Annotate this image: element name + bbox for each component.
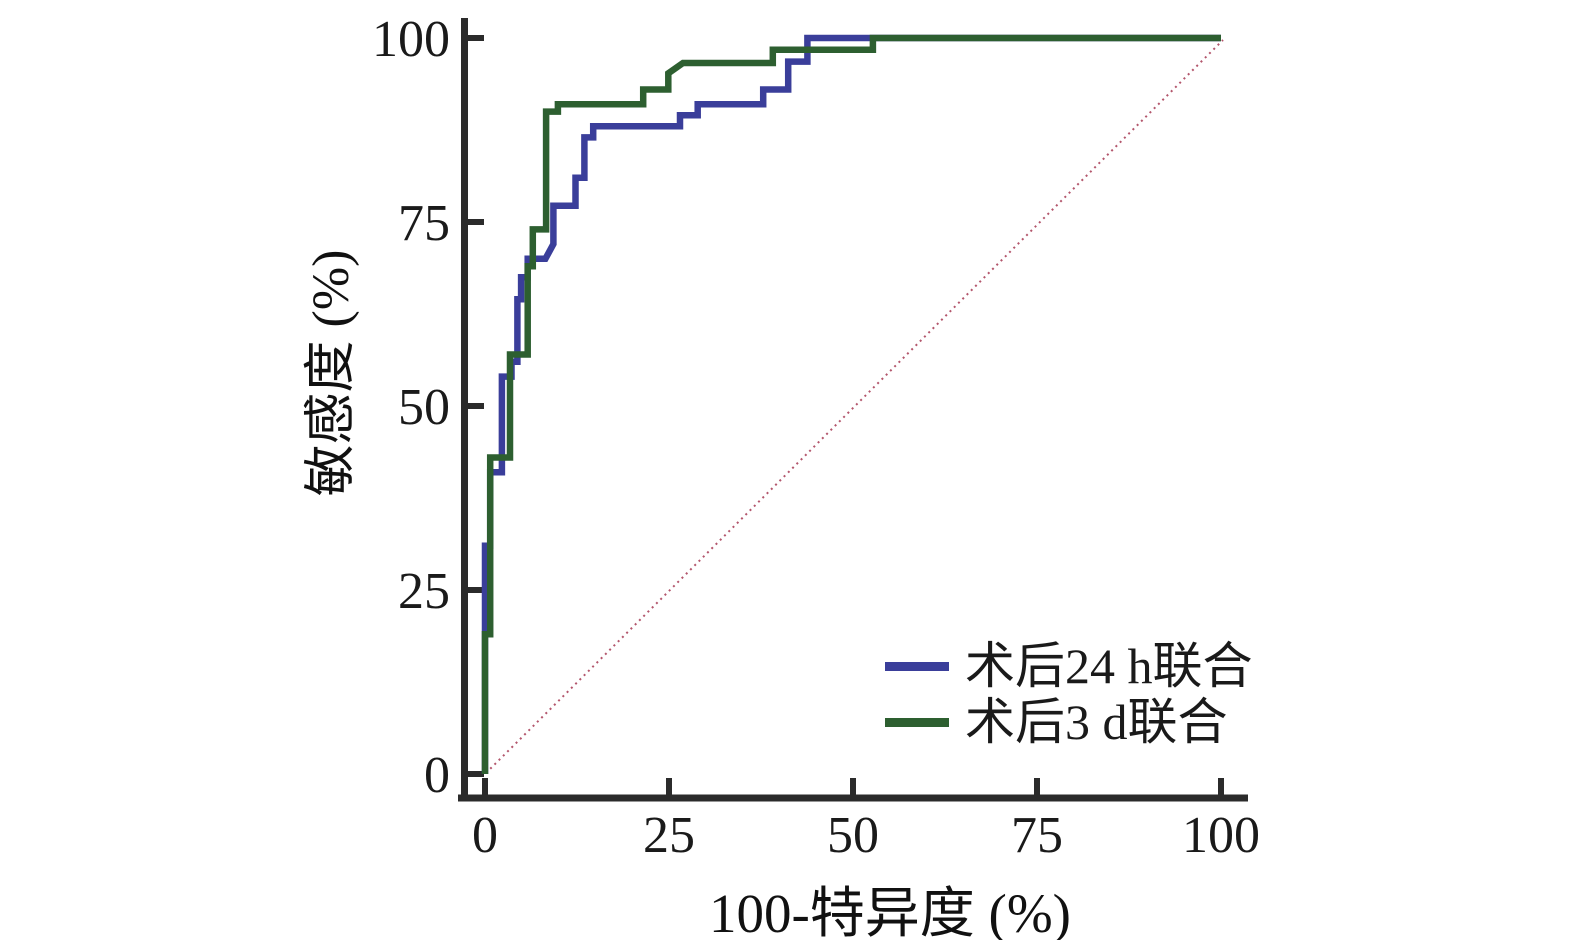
svg-text:100: 100 [372, 11, 450, 68]
x-axis [458, 778, 1248, 802]
y-axis [461, 18, 484, 802]
svg-text:0: 0 [424, 747, 450, 804]
svg-text:100: 100 [1182, 807, 1260, 864]
legend-label-postop-3d: 术后3 d联合 [965, 694, 1228, 750]
legend-swatch-postop-3d [885, 717, 949, 727]
y-tick-labels: 0 25 50 75 100 [372, 11, 450, 804]
svg-text:25: 25 [643, 807, 695, 864]
y-axis-title: 敏感度 (%) [303, 249, 360, 497]
x-axis-title: 100-特异度 (%) [708, 883, 1071, 940]
legend: 术后24 h联合 术后3 d联合 [885, 638, 1253, 750]
x-tick-labels: 0 25 50 75 100 [472, 807, 1260, 864]
roc-curve-postop-24h [481, 34, 1221, 774]
legend-swatch-postop-24h [885, 661, 949, 671]
legend-item-postop-24h: 术后24 h联合 [885, 638, 1253, 694]
svg-text:75: 75 [1011, 807, 1063, 864]
legend-label-postop-24h: 术后24 h联合 [965, 638, 1253, 694]
svg-text:0: 0 [472, 807, 498, 864]
roc-curve-postop-3d [481, 34, 1221, 774]
svg-text:25: 25 [398, 563, 450, 620]
svg-text:50: 50 [827, 807, 879, 864]
svg-text:50: 50 [398, 379, 450, 436]
svg-text:75: 75 [398, 195, 450, 252]
legend-item-postop-3d: 术后3 d联合 [885, 694, 1253, 750]
